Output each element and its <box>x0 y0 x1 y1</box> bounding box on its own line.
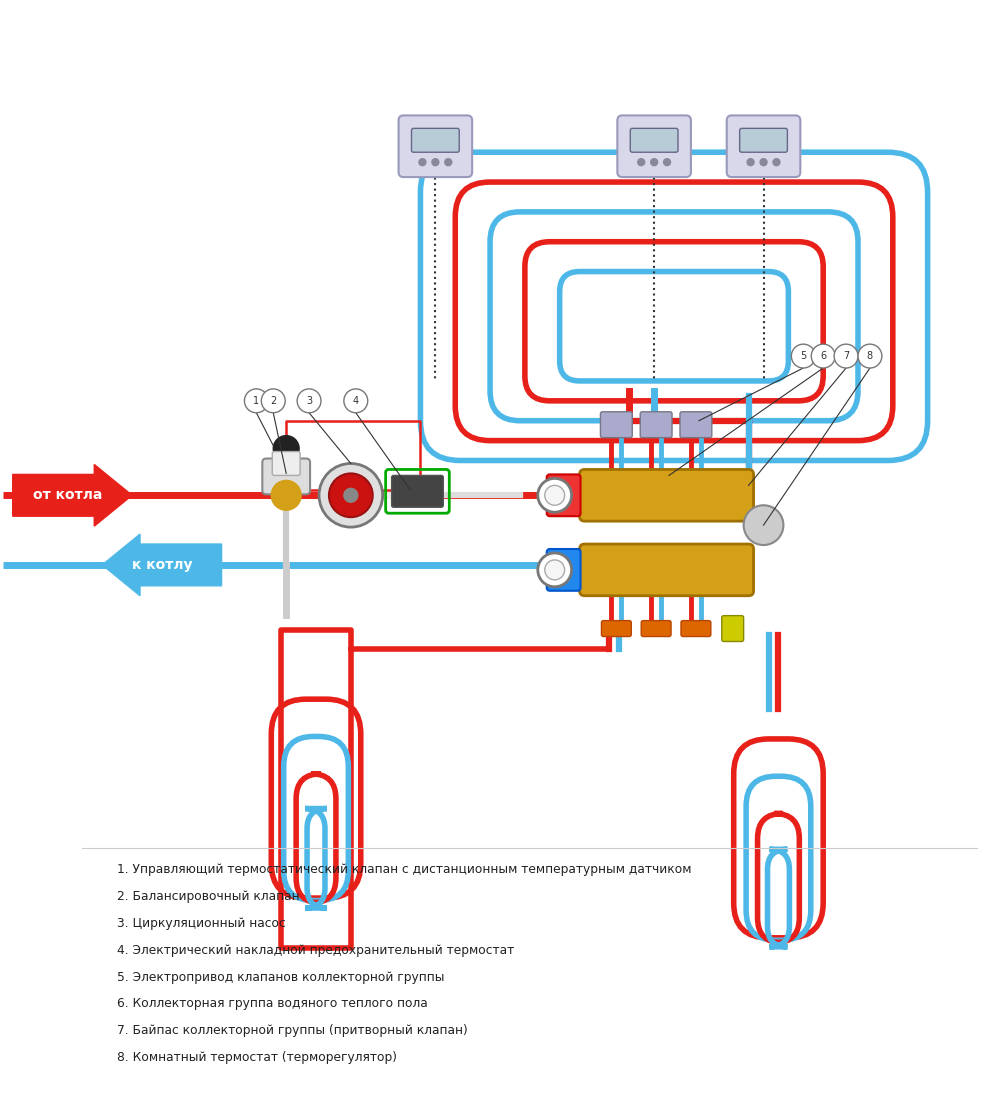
Circle shape <box>773 158 780 166</box>
FancyBboxPatch shape <box>392 475 443 507</box>
Text: 4: 4 <box>353 396 359 406</box>
FancyBboxPatch shape <box>740 129 787 152</box>
Circle shape <box>432 158 439 166</box>
FancyBboxPatch shape <box>617 116 691 177</box>
FancyArrow shape <box>13 464 132 526</box>
Circle shape <box>538 478 572 513</box>
Circle shape <box>419 158 426 166</box>
FancyBboxPatch shape <box>547 549 581 591</box>
Circle shape <box>545 485 565 505</box>
FancyBboxPatch shape <box>722 616 744 641</box>
FancyBboxPatch shape <box>580 470 754 521</box>
Text: 8. Комнатный термостат (терморегулятор): 8. Комнатный термостат (терморегулятор) <box>117 1052 397 1064</box>
Circle shape <box>445 158 452 166</box>
Text: 2. Балансировочный клапан: 2. Балансировочный клапан <box>117 890 300 903</box>
Circle shape <box>760 158 767 166</box>
Circle shape <box>811 344 835 369</box>
FancyBboxPatch shape <box>272 451 300 475</box>
Circle shape <box>344 488 358 503</box>
FancyArrow shape <box>102 535 222 596</box>
Text: 7: 7 <box>843 351 849 361</box>
Circle shape <box>297 389 321 412</box>
Text: к котлу: к котлу <box>132 558 192 572</box>
Circle shape <box>638 158 645 166</box>
Circle shape <box>545 560 565 580</box>
Text: 1. Управляющий термостатический клапан с дистанционным температурным датчиком: 1. Управляющий термостатический клапан с… <box>117 864 692 877</box>
FancyBboxPatch shape <box>580 544 754 596</box>
Text: 1: 1 <box>253 396 259 406</box>
Text: 6. Коллекторная группа водяного теплого пола: 6. Коллекторная группа водяного теплого … <box>117 998 428 1011</box>
Circle shape <box>329 473 373 517</box>
Text: 3. Циркуляционный насос: 3. Циркуляционный насос <box>117 917 286 930</box>
Circle shape <box>834 344 858 369</box>
FancyBboxPatch shape <box>727 116 800 177</box>
Text: 5. Электропривод клапанов коллекторной группы: 5. Электропривод клапанов коллекторной г… <box>117 970 445 983</box>
Circle shape <box>271 481 301 510</box>
Text: 3: 3 <box>306 396 312 406</box>
Circle shape <box>664 158 671 166</box>
FancyBboxPatch shape <box>640 411 672 438</box>
Text: 7. Байпас коллекторной группы (притворный клапан): 7. Байпас коллекторной группы (притворны… <box>117 1024 468 1037</box>
Circle shape <box>858 344 882 369</box>
Circle shape <box>273 436 299 462</box>
FancyBboxPatch shape <box>681 620 711 637</box>
Text: 8: 8 <box>867 351 873 361</box>
FancyBboxPatch shape <box>411 129 459 152</box>
Text: 6: 6 <box>820 351 826 361</box>
FancyBboxPatch shape <box>601 620 631 637</box>
Circle shape <box>538 553 572 586</box>
FancyBboxPatch shape <box>262 459 310 494</box>
Text: 5: 5 <box>800 351 806 361</box>
Circle shape <box>791 344 815 369</box>
FancyBboxPatch shape <box>630 129 678 152</box>
FancyBboxPatch shape <box>680 411 712 438</box>
FancyBboxPatch shape <box>399 116 472 177</box>
FancyBboxPatch shape <box>547 474 581 516</box>
Circle shape <box>651 158 658 166</box>
Circle shape <box>744 505 783 544</box>
Circle shape <box>747 158 754 166</box>
Circle shape <box>244 389 268 412</box>
FancyBboxPatch shape <box>641 620 671 637</box>
Text: 2: 2 <box>270 396 276 406</box>
Circle shape <box>261 389 285 412</box>
Circle shape <box>344 389 368 412</box>
FancyBboxPatch shape <box>600 411 632 438</box>
Text: от котла: от котла <box>33 488 102 503</box>
Text: 4. Электрический накладной предохранительный термостат: 4. Электрический накладной предохранител… <box>117 944 514 957</box>
Circle shape <box>319 463 383 527</box>
